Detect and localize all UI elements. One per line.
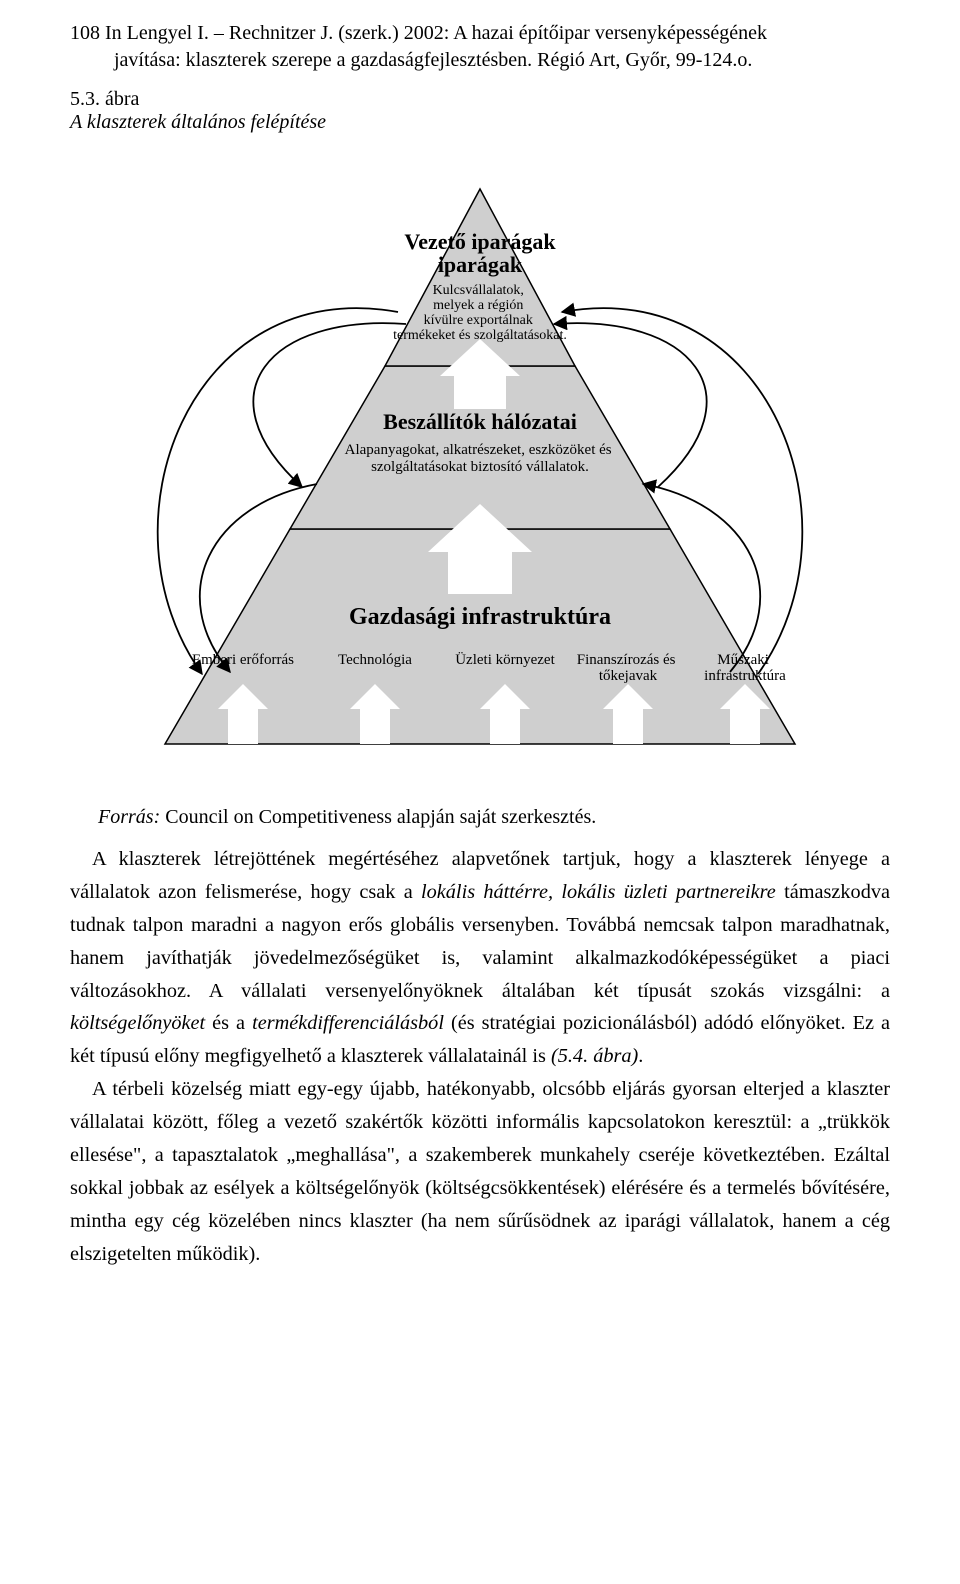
bottom-item-0: Emberi erőforrás: [192, 652, 294, 668]
header-line1: In Lengyel I. – Rechnitzer J. (szerk.) 2…: [100, 22, 767, 44]
bottom-item-1: Technológia: [338, 652, 412, 668]
bottom-item-4: Műszaki infrastruktúra: [704, 652, 786, 684]
bottom-item-2: Üzleti környezet: [455, 651, 555, 668]
level-mid-title: Beszállítók hálózatai: [383, 409, 577, 434]
level-bottom-title: Gazdasági infrastruktúra: [349, 604, 611, 630]
paragraph-1: A klaszterek létrejöttének megértéséhez …: [70, 843, 890, 1073]
page-header: 108 In Lengyel I. – Rechnitzer J. (szerk…: [70, 20, 890, 74]
level-top-title: Vezető iparágak: [404, 229, 556, 254]
figure-title: A klaszterek általános felépítése: [70, 111, 890, 134]
page-number: 108: [70, 22, 100, 44]
svg-text:iparágak: iparágak: [438, 252, 523, 277]
figure-number: 5.3. ábra: [70, 88, 139, 110]
level-mid-desc: Alapanyagokat, alkatrészeket, eszközöket…: [345, 442, 616, 475]
figure-caption: 5.3. ábra A klaszterek általános felépít…: [70, 88, 890, 134]
header-line2: javítása: klaszterek szerepe a gazdaságf…: [70, 47, 890, 74]
pyramid-diagram: Vezető iparágak iparágak Kulcsvállalatok…: [70, 144, 890, 779]
paragraph-2: A térbeli közelség miatt egy-egy újabb, …: [70, 1073, 890, 1270]
figure-source: Forrás: Council on Competitiveness alapj…: [70, 803, 890, 831]
source-label: Forrás:: [98, 806, 160, 828]
source-text: Council on Competitiveness alapján saját…: [160, 806, 596, 828]
